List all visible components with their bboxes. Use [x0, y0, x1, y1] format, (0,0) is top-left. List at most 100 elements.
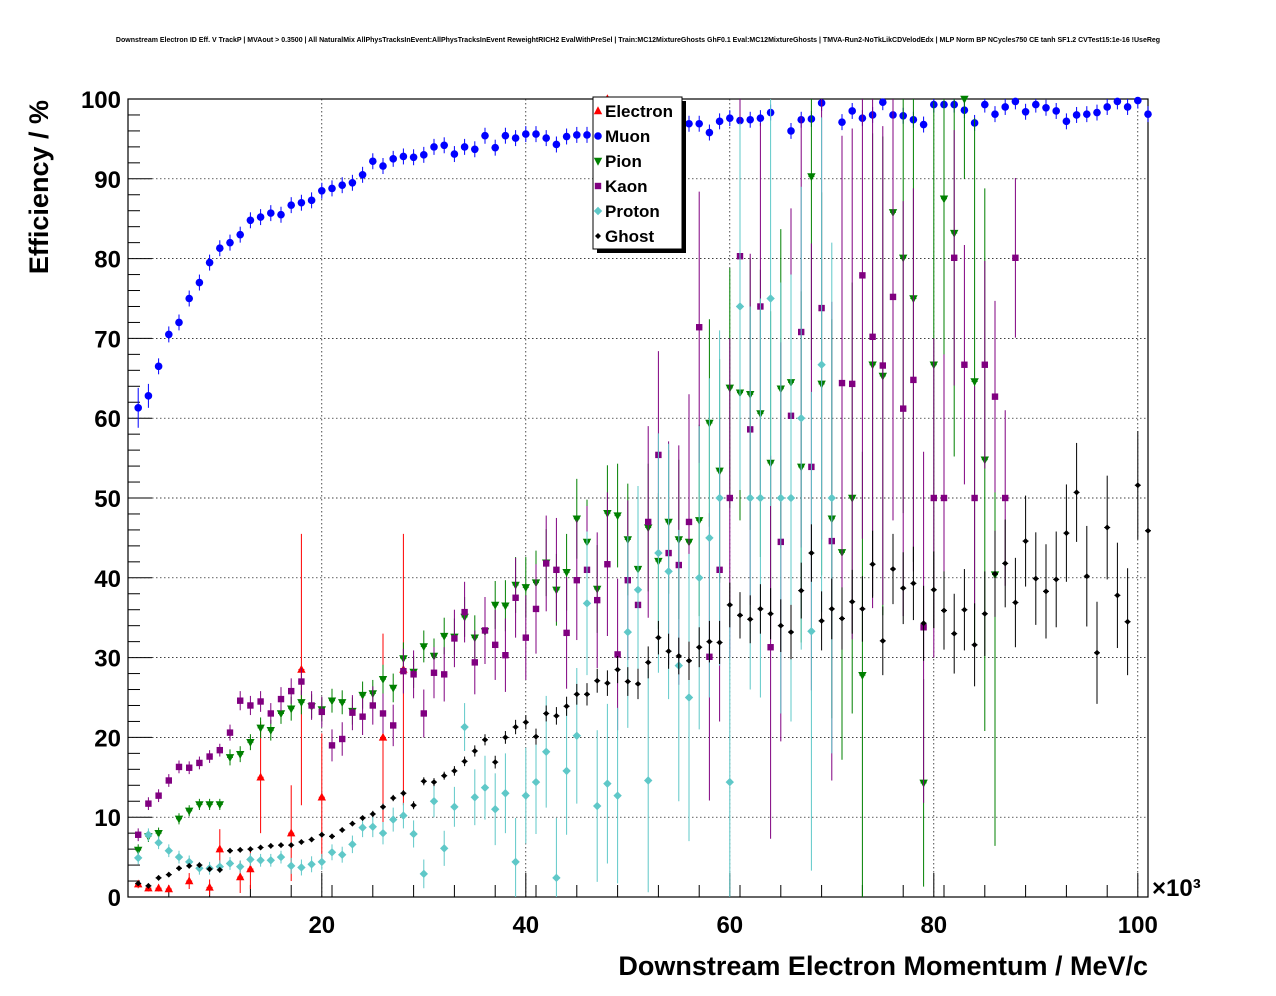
data-point-pion	[246, 738, 255, 747]
series-ghost	[135, 430, 1151, 889]
data-point-pion	[266, 727, 275, 735]
data-point-proton	[715, 493, 724, 503]
data-point-pion	[807, 173, 816, 182]
data-point-muon	[705, 128, 714, 137]
data-point-ghost	[879, 637, 886, 644]
data-point-muon	[134, 404, 142, 412]
data-point-ghost	[1124, 618, 1131, 625]
data-point-ghost	[788, 629, 794, 636]
data-point-kaon	[685, 518, 693, 526]
data-point-ghost	[441, 772, 448, 779]
data-point-kaon	[328, 742, 336, 749]
data-point-muon	[450, 150, 459, 158]
data-point-muon	[165, 330, 173, 339]
data-point-ghost	[349, 820, 356, 827]
data-point-ghost	[216, 866, 223, 873]
data-point-proton	[501, 789, 510, 798]
data-point-muon	[522, 130, 530, 138]
data-point-muon	[1072, 111, 1081, 119]
data-point-muon	[460, 143, 469, 151]
data-point-proton	[450, 802, 459, 812]
data-point-pion	[521, 584, 530, 593]
data-point-ghost	[890, 566, 896, 573]
data-point-muon	[981, 100, 989, 109]
data-point-ghost	[553, 712, 560, 719]
data-point-muon	[1123, 103, 1132, 111]
y-tick-label: 60	[94, 406, 121, 433]
data-point-pion	[256, 724, 265, 733]
data-point-kaon	[288, 687, 295, 695]
x-tick-label: 40	[512, 912, 539, 939]
data-point-kaon	[563, 629, 570, 637]
data-point-ghost	[267, 842, 274, 849]
data-point-ghost	[1063, 530, 1070, 537]
data-point-ghost	[573, 691, 580, 698]
data-point-proton	[593, 801, 602, 811]
legend-label-pion: Pion	[605, 152, 642, 171]
data-point-electron	[185, 876, 194, 885]
data-point-kaon	[196, 759, 203, 767]
data-point-ghost	[655, 634, 662, 641]
data-point-proton	[633, 585, 643, 594]
data-point-pion	[613, 512, 622, 521]
data-point-electron	[164, 884, 173, 893]
data-point-pion	[215, 801, 224, 810]
data-point-ghost	[186, 862, 193, 869]
data-point-kaon	[910, 376, 917, 384]
data-point-kaon	[543, 560, 550, 567]
data-point-muon	[726, 114, 734, 122]
data-point-kaon	[696, 324, 703, 331]
data-point-ghost	[1073, 489, 1080, 496]
data-point-muon	[226, 238, 234, 247]
data-point-proton	[307, 860, 316, 869]
data-point-kaon	[604, 561, 611, 568]
y-tick-label: 30	[94, 646, 121, 673]
data-point-kaon	[298, 678, 305, 685]
data-point-kaon	[155, 792, 162, 799]
data-point-proton	[378, 828, 388, 838]
data-point-proton	[429, 797, 439, 806]
data-point-kaon	[257, 698, 264, 705]
data-point-pion	[174, 815, 184, 824]
data-point-proton	[348, 840, 357, 849]
data-point-kaon	[145, 800, 152, 807]
data-point-kaon	[522, 634, 529, 641]
data-point-muon	[369, 157, 377, 166]
data-point-muon	[430, 143, 438, 151]
data-point-kaon	[441, 671, 448, 678]
data-point-kaon	[247, 702, 254, 709]
data-point-kaon	[849, 380, 856, 388]
data-point-proton	[419, 869, 428, 879]
data-point-ghost	[726, 601, 733, 608]
data-point-electron	[317, 792, 326, 801]
data-point-proton	[185, 857, 194, 867]
data-point-muon	[1103, 103, 1111, 111]
data-point-proton	[480, 783, 490, 792]
data-point-muon	[175, 318, 183, 327]
legend-box	[592, 96, 683, 250]
data-point-ghost	[318, 831, 325, 838]
data-point-kaon	[889, 293, 897, 301]
data-point-muon	[205, 258, 214, 267]
data-point-muon	[715, 117, 724, 126]
data-point-ghost	[737, 612, 743, 619]
data-point-ghost	[1114, 592, 1121, 599]
data-point-ghost	[951, 630, 958, 637]
data-point-muon	[246, 216, 255, 225]
data-point-muon	[338, 181, 347, 189]
data-point-pion	[419, 643, 428, 652]
data-point-muon	[379, 162, 387, 170]
data-point-muon	[532, 130, 540, 138]
data-point-ghost	[910, 580, 917, 587]
data-point-pion	[154, 829, 163, 838]
data-point-muon	[1093, 108, 1101, 117]
data-point-pion	[134, 846, 143, 855]
data-point-ghost	[992, 570, 998, 577]
y-tick-label: 100	[81, 87, 121, 114]
data-point-kaon	[359, 713, 366, 720]
data-point-proton	[827, 493, 836, 503]
data-point-ghost	[482, 736, 488, 743]
data-point-ghost	[502, 734, 509, 741]
y-axis-title: Efficiency / %	[24, 100, 54, 274]
data-point-kaon	[838, 379, 846, 387]
